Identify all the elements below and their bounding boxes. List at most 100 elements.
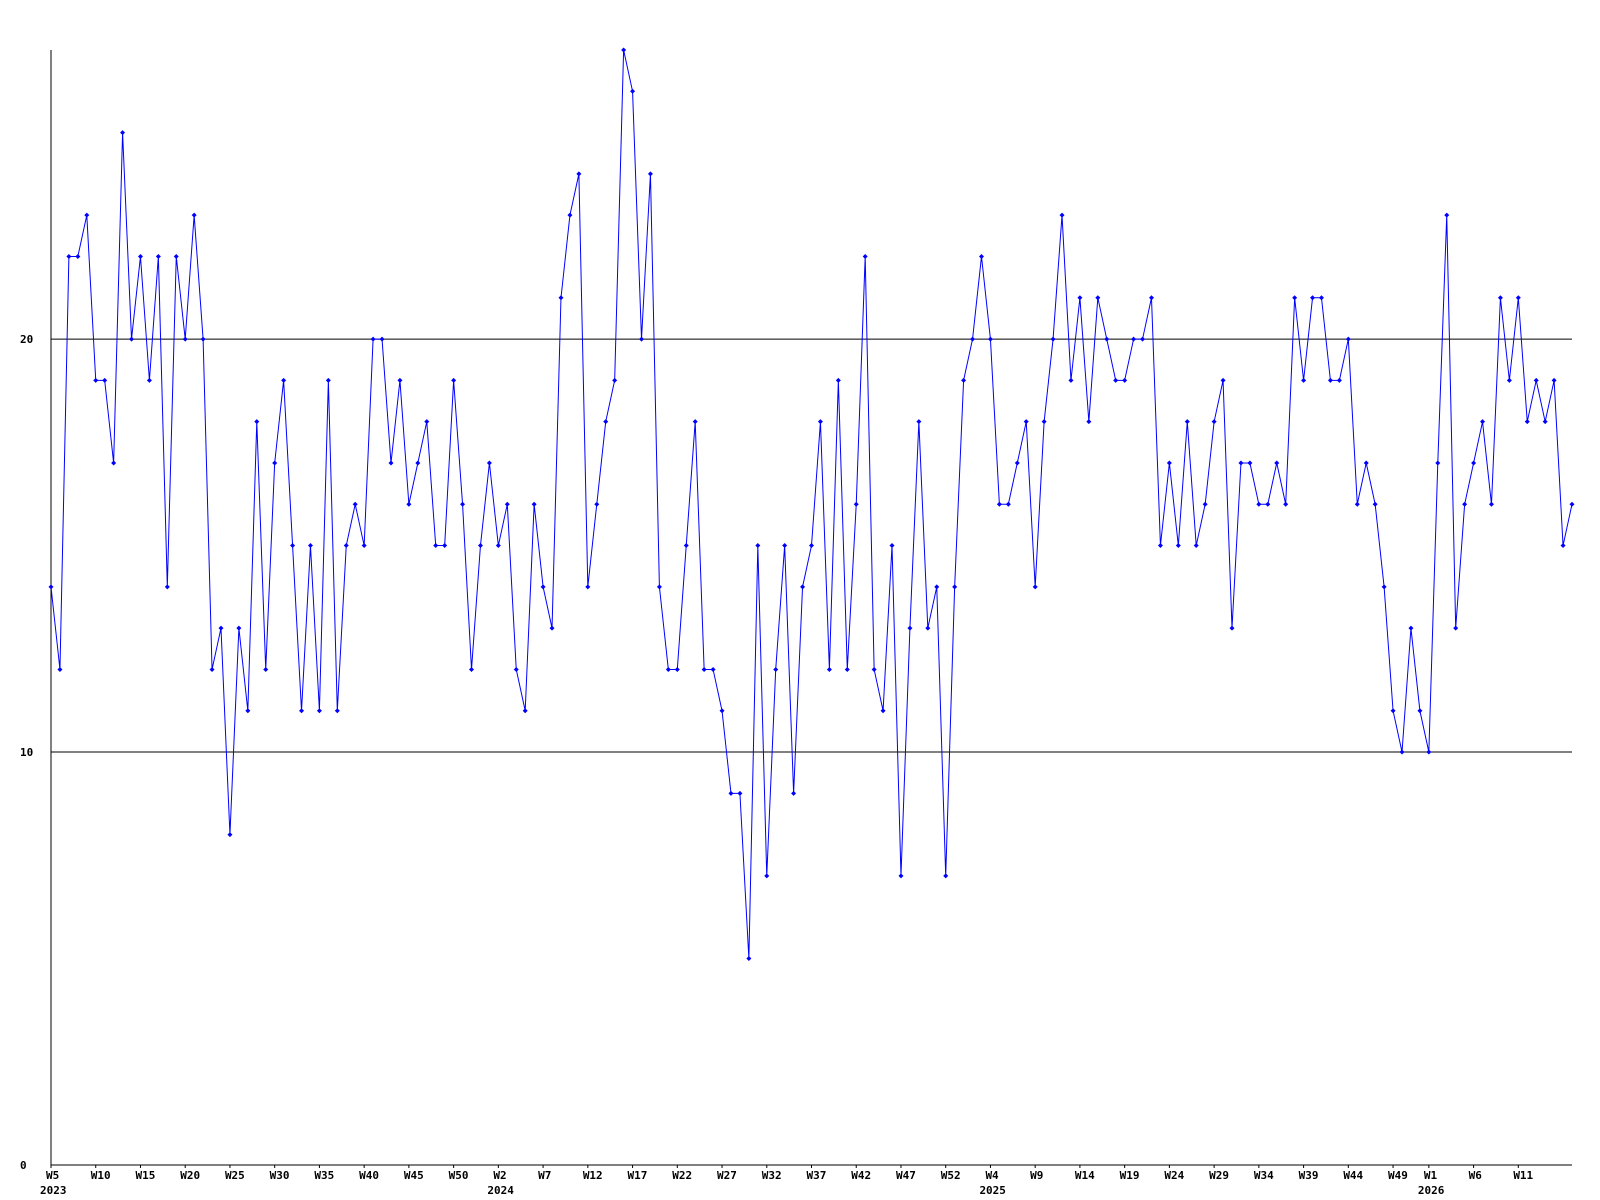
data-point: [665, 666, 671, 672]
data-point: [1014, 460, 1020, 466]
x-tick-label: W5: [46, 1169, 59, 1182]
data-point: [1444, 212, 1450, 218]
data-point: [1417, 708, 1423, 714]
data-point: [1524, 419, 1530, 425]
data-point: [1005, 501, 1011, 507]
data-point: [567, 212, 573, 218]
x-tick-label: W15: [135, 1169, 155, 1182]
data-point: [442, 543, 448, 549]
x-tick-label: W49: [1388, 1169, 1408, 1182]
x-tick-label: W22: [672, 1169, 692, 1182]
x-tick-label: W50: [449, 1169, 469, 1182]
data-point: [370, 336, 376, 342]
data-point: [746, 956, 752, 962]
data-point: [710, 666, 716, 672]
data-point: [1202, 501, 1208, 507]
data-point: [236, 625, 242, 631]
data-point: [925, 625, 931, 631]
data-point: [978, 253, 984, 259]
x-tick-label: W1: [1424, 1169, 1438, 1182]
data-point: [1193, 543, 1199, 549]
data-point: [424, 419, 430, 425]
data-point: [227, 832, 233, 838]
data-point: [576, 171, 582, 177]
data-point: [889, 543, 895, 549]
data-point: [1363, 460, 1369, 466]
data-point: [701, 666, 707, 672]
data-point: [1506, 377, 1512, 383]
x-tick-label: W6: [1469, 1169, 1483, 1182]
data-line: [50, 49, 1573, 959]
data-point: [84, 212, 90, 218]
data-point: [961, 377, 967, 383]
x-tick-label: W4: [985, 1169, 999, 1182]
data-point: [325, 377, 331, 383]
data-point: [299, 708, 305, 714]
data-point: [996, 501, 1002, 507]
data-point: [871, 666, 877, 672]
x-tick-label: W35: [314, 1169, 334, 1182]
data-point: [639, 336, 645, 342]
data-point: [835, 377, 841, 383]
x-tick-label: W20: [180, 1169, 200, 1182]
data-point: [952, 584, 958, 590]
x-tick-label: W14: [1075, 1169, 1095, 1182]
x-year-label: 2024: [487, 1184, 514, 1197]
x-tick-label: W25: [225, 1169, 245, 1182]
data-point: [218, 625, 224, 631]
data-point: [1435, 460, 1441, 466]
data-point: [495, 543, 501, 549]
data-point: [674, 666, 680, 672]
data-point: [1068, 377, 1074, 383]
data-point: [1122, 377, 1128, 383]
data-point: [1542, 419, 1548, 425]
data-point: [263, 666, 269, 672]
data-point: [540, 584, 546, 590]
data-point: [1318, 295, 1324, 301]
data-point: [934, 584, 940, 590]
data-point: [1041, 419, 1047, 425]
data-point: [800, 584, 806, 590]
data-point: [290, 543, 296, 549]
data-point: [1515, 295, 1521, 301]
data-point: [1372, 501, 1378, 507]
data-point: [826, 666, 832, 672]
data-point: [1390, 708, 1396, 714]
data-point: [621, 47, 627, 53]
data-point: [880, 708, 886, 714]
data-point: [1113, 377, 1119, 383]
data-point: [1560, 543, 1566, 549]
data-point: [200, 336, 206, 342]
data-point: [281, 377, 287, 383]
x-tick-label: W32: [762, 1169, 782, 1182]
data-point: [862, 253, 868, 259]
data-point: [1050, 336, 1056, 342]
data-point: [522, 708, 528, 714]
data-point: [469, 666, 475, 672]
x-tick-label: W9: [1030, 1169, 1043, 1182]
data-point: [809, 543, 814, 549]
data-point: [513, 666, 519, 672]
data-point: [970, 336, 976, 342]
data-point: [1032, 584, 1038, 590]
data-point: [1292, 295, 1298, 301]
x-tick-label: W11: [1513, 1169, 1533, 1182]
data-point: [531, 501, 537, 507]
y-tick-label: 20: [20, 333, 33, 346]
data-point: [57, 666, 63, 672]
x-tick-label: W45: [404, 1169, 424, 1182]
data-point: [1131, 336, 1137, 342]
data-point: [764, 873, 770, 879]
data-point: [1569, 501, 1575, 507]
x-tick-label: W47: [896, 1169, 916, 1182]
data-point: [146, 377, 152, 383]
data-point: [1480, 419, 1486, 425]
x-tick-label: W19: [1120, 1169, 1140, 1182]
data-point: [1256, 501, 1262, 507]
data-point: [361, 543, 367, 549]
data-point: [504, 501, 510, 507]
data-point: [433, 543, 439, 549]
x-tick-label: W52: [941, 1169, 961, 1182]
